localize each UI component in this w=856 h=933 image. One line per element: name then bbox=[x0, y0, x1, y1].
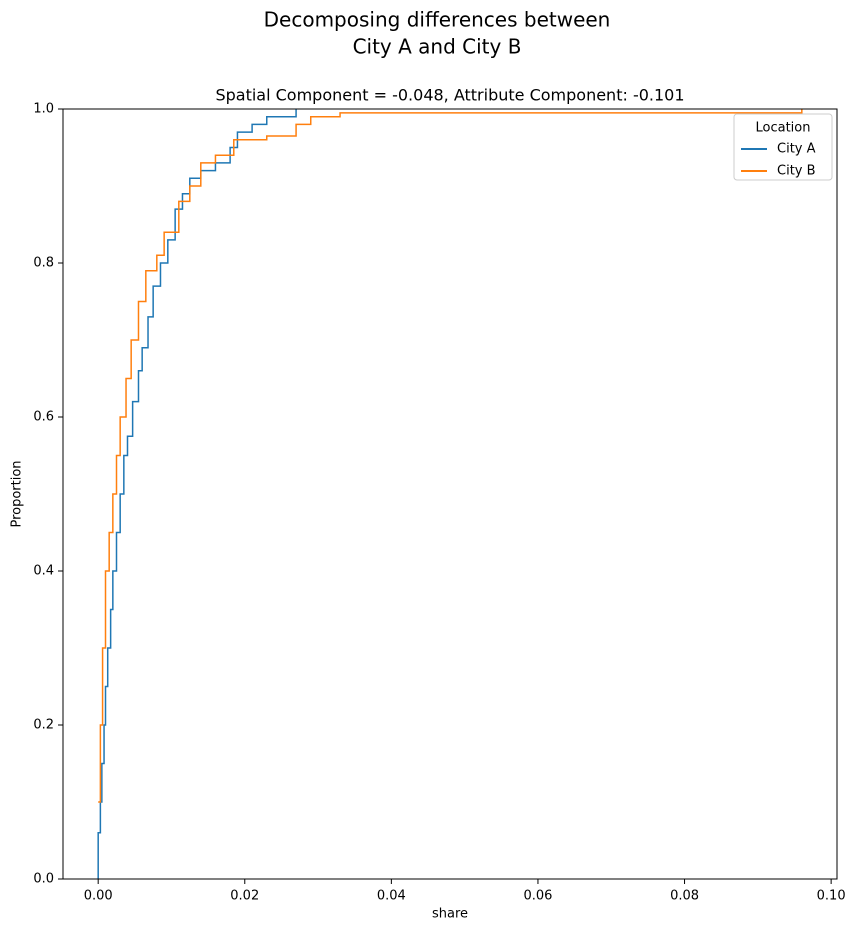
x-tick-label: 0.06 bbox=[523, 889, 552, 904]
x-tick-label: 0.04 bbox=[377, 889, 406, 904]
legend-title: Location bbox=[756, 121, 811, 136]
y-axis-label: Proportion bbox=[10, 460, 25, 527]
plot-frame bbox=[62, 108, 838, 880]
y-tick-label: 0.4 bbox=[33, 564, 54, 579]
x-tick-label: 0.02 bbox=[230, 889, 259, 904]
y-tick-label: 0.2 bbox=[33, 718, 54, 733]
chart-title: Decomposing differences between bbox=[264, 8, 611, 32]
ecdf-line bbox=[98, 109, 803, 803]
x-tick-label: 0.10 bbox=[817, 889, 846, 904]
x-tick-label: 0.00 bbox=[84, 889, 113, 904]
x-axis-label: share bbox=[432, 907, 468, 922]
chart-title: City A and City B bbox=[353, 35, 522, 59]
y-tick-label: 0.0 bbox=[33, 872, 54, 887]
legend-box bbox=[733, 113, 833, 181]
ecdf-line bbox=[97, 109, 297, 879]
legend-label: City B bbox=[777, 164, 816, 179]
legend-label: City A bbox=[777, 142, 816, 157]
y-tick-label: 0.6 bbox=[33, 410, 54, 425]
y-tick-label: 0.8 bbox=[33, 256, 54, 271]
x-tick-label: 0.08 bbox=[670, 889, 699, 904]
y-tick-label: 1.0 bbox=[33, 102, 54, 117]
chart-subtitle: Spatial Component = -0.048, Attribute Co… bbox=[215, 86, 684, 105]
